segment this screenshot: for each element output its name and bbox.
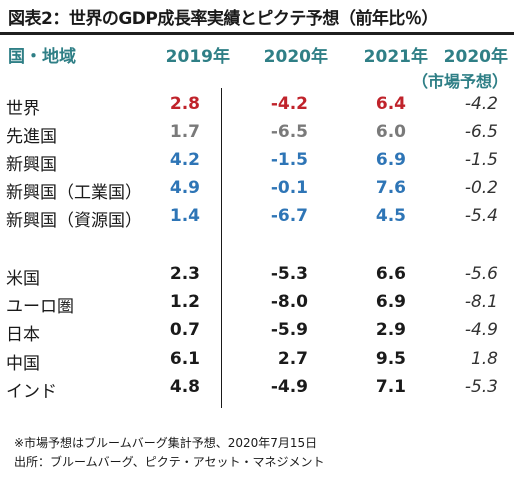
value-2020-forecast: -5.6	[464, 264, 498, 284]
value-2020-forecast: -5.3	[464, 377, 498, 397]
value-2020: -4.9	[270, 377, 308, 397]
footnote-market-forecast: ※市場予想はブルームバーグ集計予想、2020年7月15日	[14, 436, 318, 450]
value-2020: -6.5	[270, 122, 308, 142]
value-2019: 2.8	[169, 94, 200, 114]
value-2020: -1.5	[270, 150, 308, 170]
value-2021: 2.9	[375, 320, 406, 340]
value-2021: 4.5	[375, 206, 406, 226]
value-2020: -6.7	[270, 206, 308, 226]
value-2019: 4.8	[169, 377, 200, 397]
value-2020-forecast: -1.5	[464, 150, 498, 170]
header-2020: 2020年	[263, 47, 328, 67]
value-2019: 0.7	[169, 320, 200, 340]
value-2019: 1.2	[169, 292, 200, 312]
value-2020: 2.7	[277, 349, 308, 369]
value-2020: -8.0	[270, 292, 308, 312]
value-2019: 4.2	[169, 150, 200, 170]
value-2021: 6.9	[375, 292, 406, 312]
value-2020-forecast: -8.1	[464, 292, 498, 312]
row-label: 新興国（工業国）	[6, 183, 142, 203]
value-2019: 1.7	[169, 122, 200, 142]
value-2020: -0.1	[270, 178, 308, 198]
row-label: 先進国	[6, 127, 57, 147]
header-2019: 2019年	[165, 47, 230, 67]
value-2020-forecast: -6.5	[464, 122, 498, 142]
value-2020-forecast: -0.2	[464, 178, 498, 198]
value-2021: 6.9	[375, 150, 406, 170]
value-2021: 6.0	[375, 122, 406, 142]
value-2021: 9.5	[375, 349, 406, 369]
header-2020-forecast: 2020年	[443, 47, 508, 67]
value-2020-forecast: -4.2	[464, 94, 498, 114]
footnote-source: 出所：ブルームバーグ、ピクテ・アセット・マネジメント	[14, 455, 325, 469]
row-label: 日本	[6, 325, 40, 345]
value-2019: 2.3	[169, 264, 200, 284]
value-2019: 1.4	[169, 206, 200, 226]
value-2020: -5.9	[270, 320, 308, 340]
title-divider	[0, 32, 514, 35]
value-2019: 6.1	[169, 349, 200, 369]
row-label: 新興国	[6, 155, 57, 175]
value-2019: 4.9	[169, 178, 200, 198]
row-label: ユーロ圏	[6, 297, 74, 317]
value-2020-forecast: 1.8	[470, 349, 498, 369]
header-region: 国・地域	[8, 47, 76, 67]
column-divider-line	[221, 88, 222, 408]
value-2020: -4.2	[270, 94, 308, 114]
value-2020-forecast: -4.9	[464, 320, 498, 340]
row-label: 米国	[6, 269, 40, 289]
value-2021: 6.6	[375, 264, 406, 284]
value-2020: -5.3	[270, 264, 308, 284]
figure-title: 図表2：世界のGDP成長率実績とピクテ予想（前年比％）	[8, 9, 438, 29]
value-2020-forecast: -5.4	[464, 206, 498, 226]
row-label: 世界	[6, 99, 40, 119]
row-label: 中国	[6, 354, 40, 374]
value-2021: 7.6	[375, 178, 406, 198]
header-forecast-subtitle: （市場予想）	[411, 72, 508, 91]
row-label: 新興国（資源国）	[6, 211, 142, 231]
header-2021: 2021年	[363, 47, 428, 67]
row-label: インド	[6, 382, 57, 402]
value-2021: 6.4	[375, 94, 406, 114]
value-2021: 7.1	[375, 377, 406, 397]
